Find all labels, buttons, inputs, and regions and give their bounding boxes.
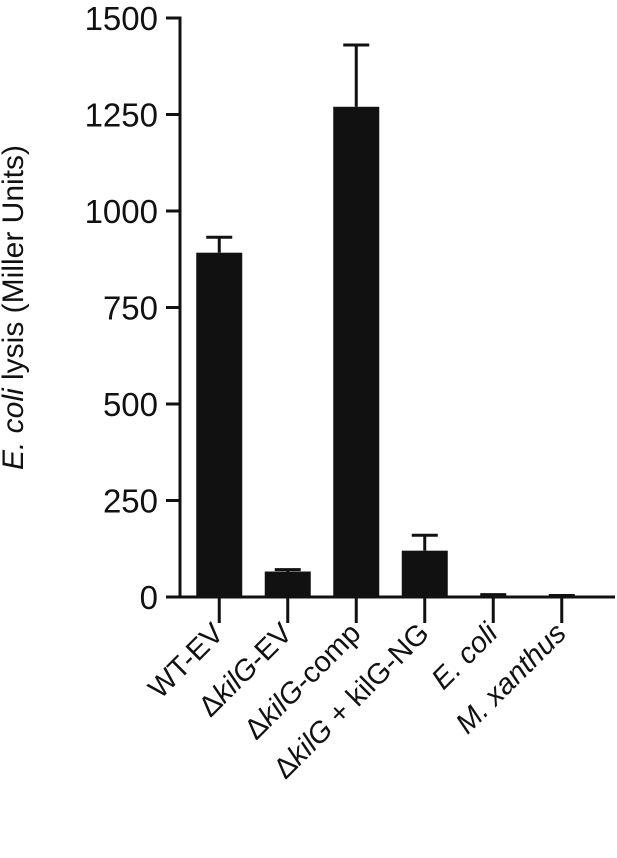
y-tick-label: 500 xyxy=(103,386,158,423)
bar xyxy=(264,571,311,597)
bar xyxy=(333,106,380,597)
bars xyxy=(196,43,585,598)
bar xyxy=(196,252,243,598)
bar xyxy=(401,550,448,597)
y-tick-label: 750 xyxy=(103,290,158,327)
y-axis: 0 250 500 750 1000 1250 1500 xyxy=(85,0,182,616)
y-tick-label: 0 xyxy=(140,579,158,616)
y-tick-label: 1000 xyxy=(85,193,158,230)
y-tick-label: 250 xyxy=(103,483,158,520)
y-axis-title: E. coli lysis (Miller Units) xyxy=(0,145,30,470)
y-axis-label: E. coli lysis (Miller Units) xyxy=(0,145,30,470)
y-tick-label: 1500 xyxy=(85,0,158,37)
y-tick-label: 1250 xyxy=(85,97,158,134)
y-axis-title-part: E. coli xyxy=(0,387,30,470)
y-axis-title-part: lysis (Miller Units) xyxy=(0,145,30,388)
